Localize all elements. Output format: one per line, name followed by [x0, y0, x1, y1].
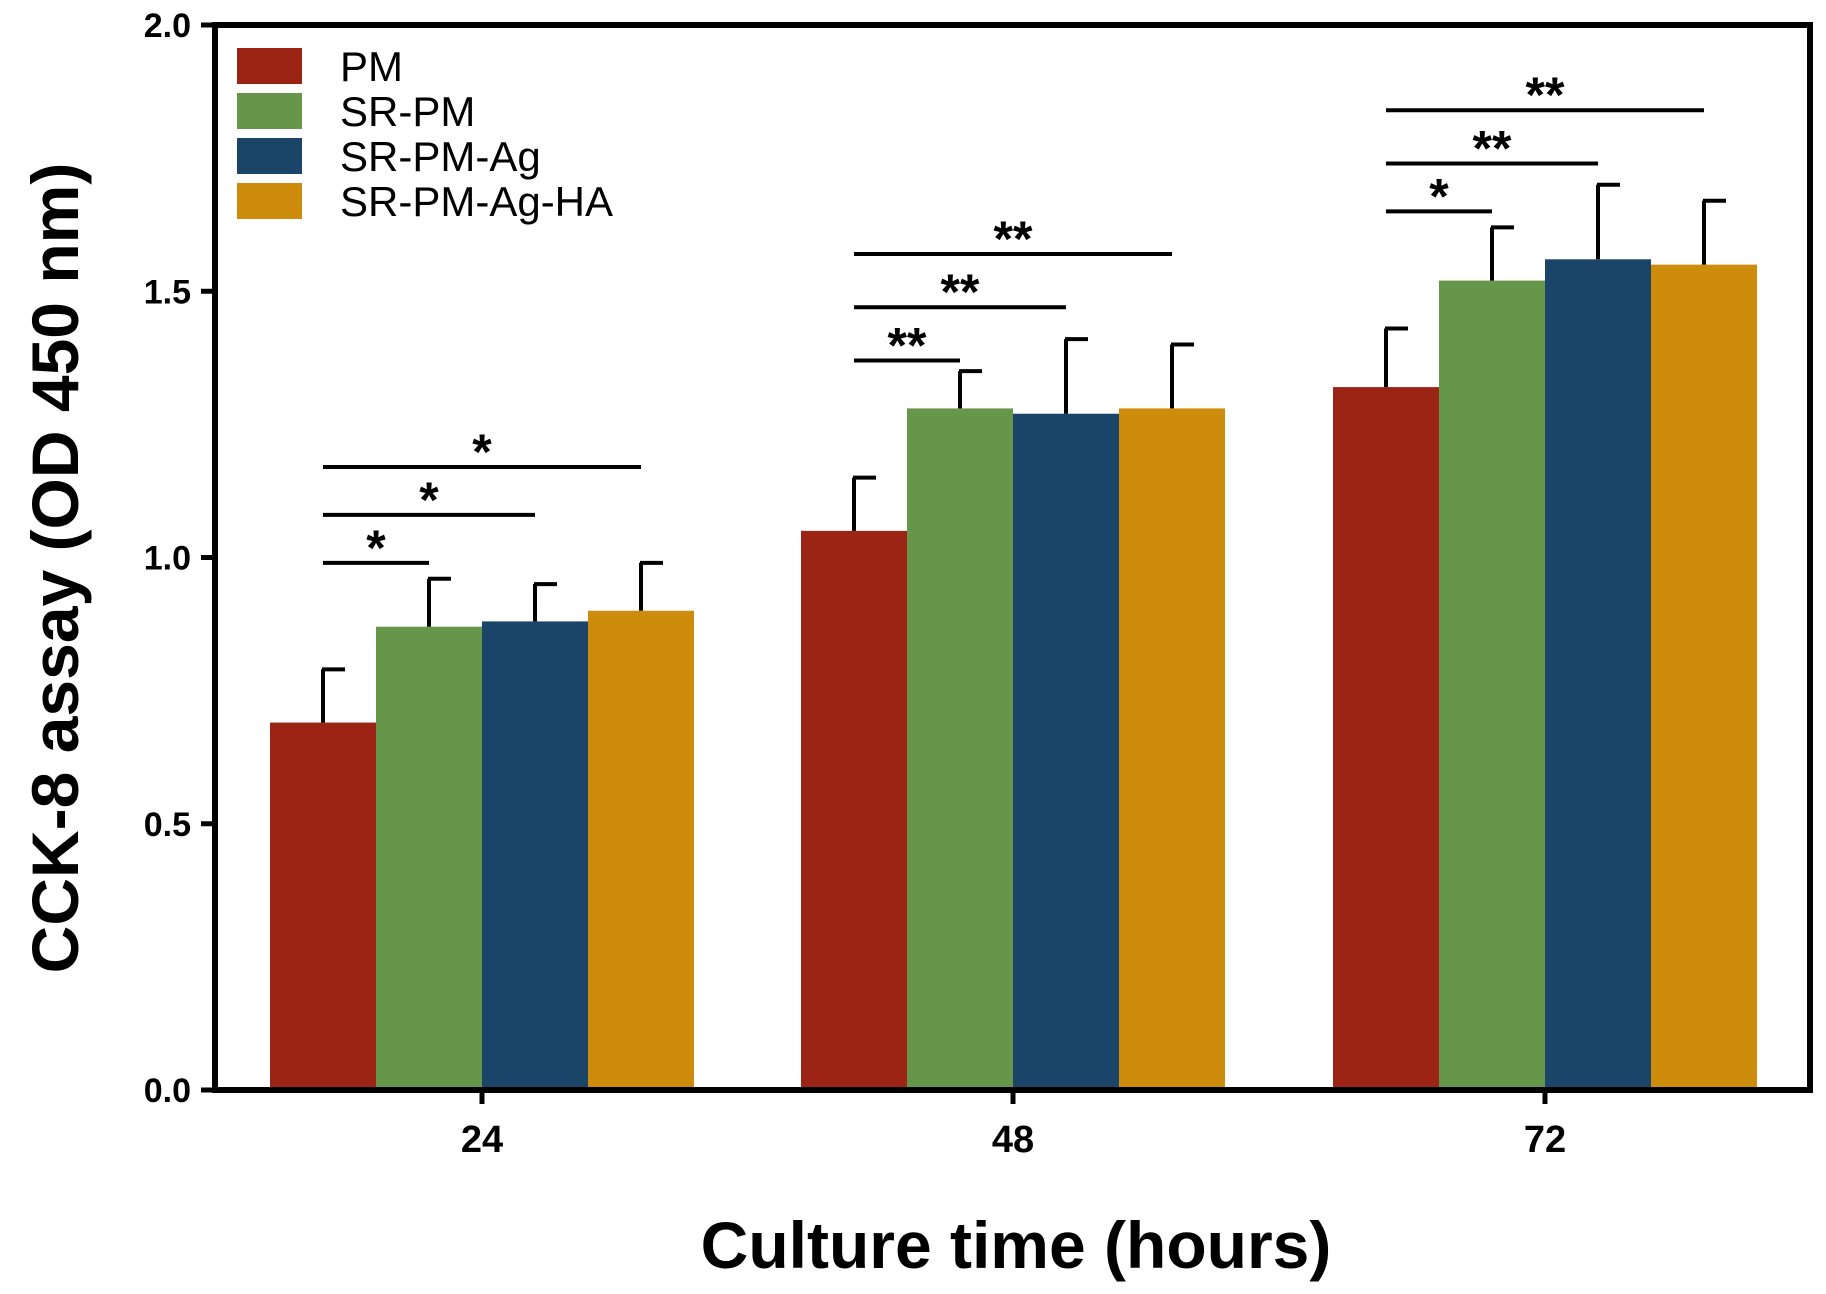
significance-group: **************	[323, 67, 1704, 576]
bar	[588, 610, 694, 1090]
bar	[1439, 280, 1545, 1091]
bars-group	[270, 259, 1757, 1091]
legend-swatch	[237, 48, 302, 84]
significance-label: *	[366, 520, 386, 576]
bar	[907, 408, 1013, 1090]
y-tick-label: 2.0	[144, 7, 191, 45]
significance-label: *	[1429, 168, 1449, 224]
significance-label: *	[472, 424, 492, 480]
axes-group: 0.0 0.5 1.0 1.5 2.0 24 48 72	[144, 7, 1813, 1161]
significance-label: **	[994, 211, 1033, 267]
legend-swatch	[237, 138, 302, 174]
y-tick-label: 0.5	[144, 806, 191, 844]
bar	[1333, 387, 1439, 1091]
significance-label: **	[941, 264, 980, 320]
error-bars-group	[321, 182, 1726, 723]
significance-label: **	[1473, 120, 1512, 176]
bar	[482, 621, 588, 1090]
bar	[801, 530, 907, 1090]
x-tick-label: 72	[1524, 1119, 1566, 1161]
x-axis-title: Culture time (hours)	[701, 1208, 1332, 1282]
bar	[270, 722, 376, 1090]
bar	[1651, 264, 1757, 1090]
bar	[376, 626, 482, 1090]
significance-label: **	[1526, 67, 1565, 123]
x-tick-label: 24	[461, 1119, 503, 1161]
significance-label: *	[419, 472, 439, 528]
legend-swatch	[237, 183, 302, 219]
legend-label: SR-PM-Ag-HA	[340, 178, 613, 225]
bar	[1013, 413, 1119, 1091]
y-tick-label: 0.0	[144, 1072, 191, 1110]
legend-label: SR-PM	[340, 88, 475, 135]
x-tick-label: 48	[992, 1119, 1034, 1161]
legend-swatch	[237, 93, 302, 129]
bar	[1545, 259, 1651, 1090]
legend-label: SR-PM-Ag	[340, 133, 541, 180]
legend-label: PM	[340, 43, 403, 90]
y-axis-title: CCK-8 assay (OD 450 nm)	[18, 163, 92, 974]
y-tick-label: 1.0	[144, 540, 191, 578]
significance-label: **	[888, 317, 927, 373]
y-tick-label: 1.5	[144, 273, 191, 311]
bar	[1119, 408, 1225, 1090]
